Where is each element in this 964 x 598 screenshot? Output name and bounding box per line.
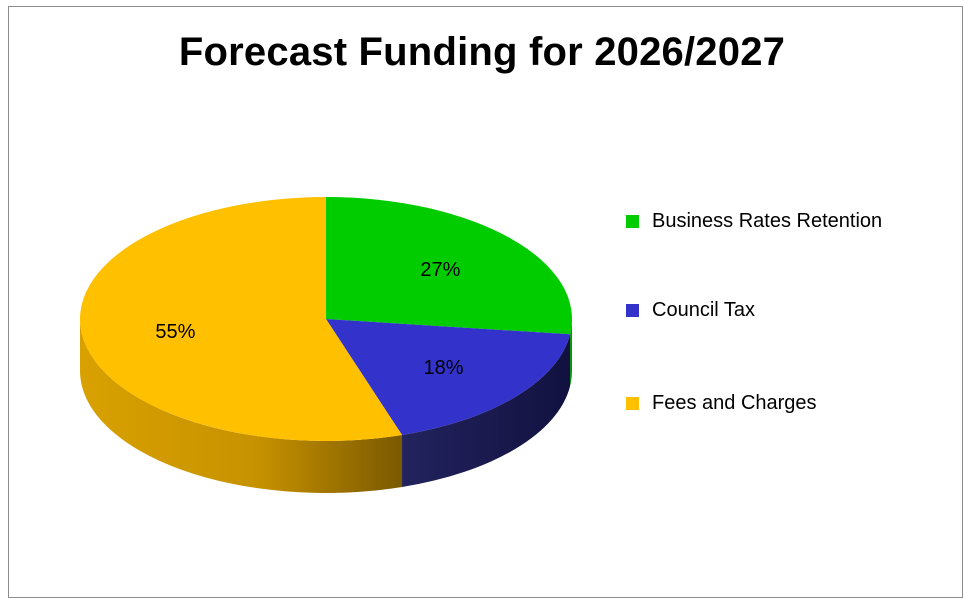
pie-side-fees-charges: [80, 319, 403, 494]
data-label-council-tax: 18%: [424, 357, 464, 379]
legend-label-business-rates: Business Rates Retention: [652, 209, 883, 232]
chart-title: Forecast Funding for 2026/2027: [178, 30, 786, 74]
pie-slice-business-rates: [326, 197, 572, 335]
data-label-fees-charges: 55%: [155, 321, 195, 343]
pie-side-council-tax: [402, 334, 571, 488]
pie-slice-fees-charges: [79, 197, 403, 441]
data-label-business-rates: 27%: [420, 259, 460, 281]
legend-item-fees-charges: Fees and Charges: [626, 391, 817, 415]
legend-item-council-tax: Council Tax: [626, 298, 755, 322]
legend-swatch-fees-charges: [626, 396, 639, 410]
legend-swatch-council-tax: [626, 303, 639, 317]
legend-swatch-business-rates: [626, 214, 639, 228]
legend-item-business-rates: Business Rates Retention: [626, 209, 882, 233]
legend-label-council-tax: Council Tax: [652, 298, 756, 321]
legend-label-fees-charges: Fees and Charges: [652, 391, 817, 414]
pie-slice-council-tax: [326, 319, 571, 436]
pie-side-business-rates: [570, 319, 572, 387]
